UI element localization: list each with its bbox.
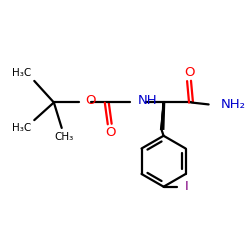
Text: O: O bbox=[106, 126, 116, 139]
Text: NH: NH bbox=[138, 94, 158, 107]
Text: I: I bbox=[185, 180, 189, 193]
Text: H₃C: H₃C bbox=[12, 68, 31, 78]
Text: O: O bbox=[85, 94, 96, 107]
Text: O: O bbox=[184, 66, 194, 78]
Text: H₃C: H₃C bbox=[12, 123, 31, 133]
Text: NH₂: NH₂ bbox=[220, 98, 246, 111]
Text: CH₃: CH₃ bbox=[54, 132, 73, 142]
